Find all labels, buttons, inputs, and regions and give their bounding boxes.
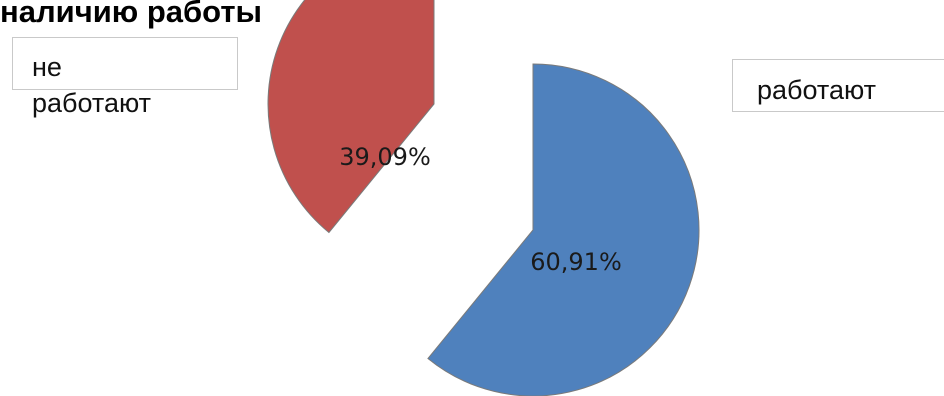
legend-label-rabotayut: работают <box>757 75 877 105</box>
pie-slice-ne-rabotayut <box>267 0 435 234</box>
legend-box-rabotayut <box>732 59 944 112</box>
legend-box-ne-rabotayut <box>12 37 238 90</box>
data-label-ne-rabotayut: 39,09% <box>339 143 431 171</box>
pie-slice-rabotayut <box>427 63 700 396</box>
legend-label-ne-rabotayut-line1: не <box>32 52 62 82</box>
data-label-rabotayut: 60,91% <box>530 248 622 276</box>
legend-label-ne-rabotayut-line2: работают <box>32 88 152 118</box>
chart-title: наличию работы <box>0 0 263 29</box>
